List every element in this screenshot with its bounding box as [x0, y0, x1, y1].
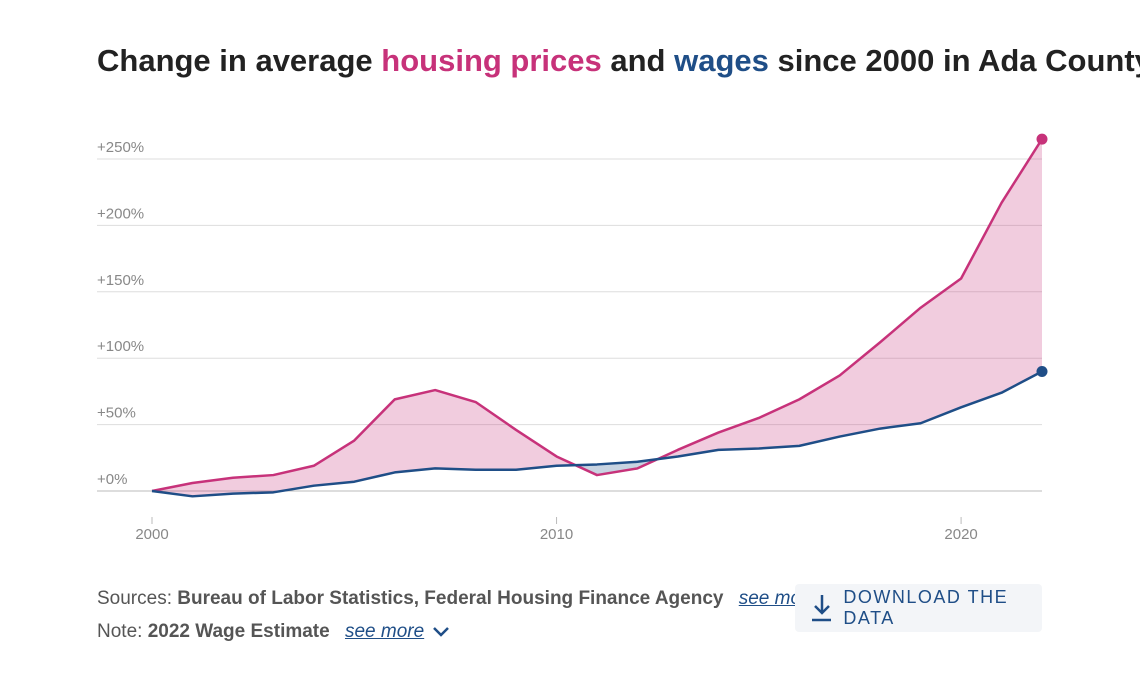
- title-part: Change in average: [97, 43, 381, 78]
- x-tick-label: 2000: [135, 526, 168, 543]
- sources-text: Bureau of Labor Statistics, Federal Hous…: [177, 588, 724, 609]
- x-tick-label: 2020: [944, 526, 977, 543]
- title-part: and: [602, 43, 674, 78]
- x-tick-label: 2010: [540, 526, 573, 543]
- download-label[interactable]: DOWNLOAD THE DATA: [843, 587, 1009, 628]
- chevron[interactable]: [432, 626, 450, 638]
- see-more[interactable]: see more: [344, 621, 425, 642]
- y-tick-label: +0%: [97, 471, 127, 488]
- download-icon: [812, 595, 832, 622]
- y-tick-label: +50%: [97, 405, 136, 422]
- note-text: 2022 Wage Estimate: [147, 621, 330, 642]
- y-tick-label: +150%: [97, 272, 144, 289]
- series-line: [151, 138, 1044, 493]
- sources: Sources: Bureau of Labor Statistics, Fed…: [97, 588, 844, 610]
- chart-title: Change in average housing prices and wag…: [97, 43, 1140, 78]
- title-part: since 2000 in Ada County, ID.: [769, 43, 1140, 78]
- y-tick-label: +250%: [97, 139, 144, 156]
- y-tick-label: +200%: [97, 205, 144, 222]
- title-part: housing prices: [381, 43, 601, 78]
- end-point: [1036, 133, 1048, 145]
- note: Note: 2022 Wage Estimate see more: [97, 621, 450, 643]
- y-tick-label: +100%: [97, 338, 144, 355]
- end-point: [1036, 365, 1048, 377]
- download-button[interactable]: DOWNLOAD THE DATA: [795, 584, 1042, 632]
- chart: Change in average housing prices and wag…: [97, 43, 1140, 543]
- series-line: [151, 370, 1043, 498]
- gap-fill-housing: [152, 139, 1042, 497]
- note-label: Note:: [97, 621, 143, 642]
- sources-label: Sources:: [97, 588, 172, 609]
- title-part: wages: [673, 43, 769, 78]
